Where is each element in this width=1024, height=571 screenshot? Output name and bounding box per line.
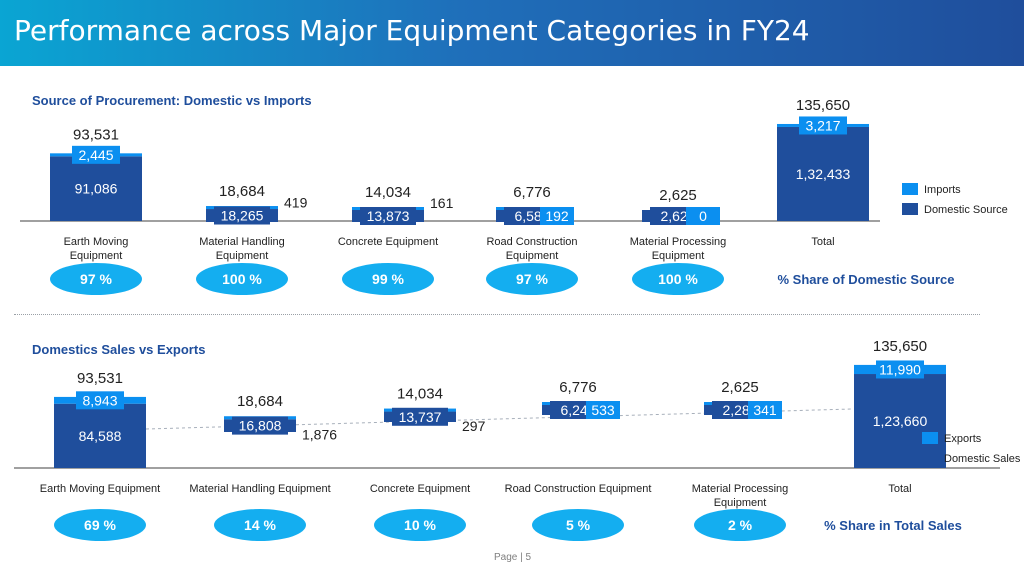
label-total-0: 93,531 — [73, 126, 119, 143]
page-title: Performance across Major Equipment Categ… — [14, 14, 810, 47]
label-secondary-5: 3,217 — [805, 117, 840, 133]
label-domestic-5: 1,23,660 — [873, 413, 928, 429]
chart1-svg: 91,086 2,445 93,531 Earth Moving Equipment 97… — [20, 97, 1008, 295]
legend-label-secondary: Exports — [944, 433, 982, 445]
legend-label-domestic: Domestic Sales — [944, 453, 1021, 465]
share-label-4: 100 % — [658, 271, 698, 287]
share-ellipse-0 — [50, 263, 142, 295]
label-box-secondary-3 — [540, 207, 574, 225]
label-box-secondary-5 — [876, 360, 924, 379]
share-label-1: 14 % — [244, 517, 276, 533]
label-domestic-5: 1,32,433 — [796, 166, 851, 182]
category-label-3: Road Construction Equipment — [486, 236, 577, 262]
label-box-domestic-2 — [392, 407, 448, 426]
share-ellipse-4 — [632, 263, 724, 295]
label-secondary-3: 192 — [545, 208, 569, 224]
share-title: % Share of Domestic Source — [778, 272, 955, 287]
category-label-1: Material Handling Equipment — [189, 483, 330, 495]
label-secondary-0: 8,943 — [82, 392, 117, 408]
share-title: % Share in Total Sales — [824, 518, 962, 533]
label-domestic-0: 91,086 — [75, 181, 118, 197]
share-ellipse-3 — [532, 509, 624, 541]
bar-domestic-5 — [777, 126, 869, 221]
label-box-secondary-4 — [686, 207, 720, 225]
share-label-3: 97 % — [516, 271, 548, 287]
category-label-4: Material Processing Equipment — [630, 236, 727, 262]
category-label-5: Total — [888, 483, 911, 495]
label-box-secondary-5 — [799, 116, 847, 135]
category-label-1: Material Handling Equipment — [199, 236, 285, 262]
share-ellipse-4 — [694, 509, 786, 541]
label-total-0: 93,531 — [77, 370, 123, 387]
label-secondary-1: 1,876 — [302, 427, 337, 443]
label-box-domestic-1 — [232, 416, 288, 435]
category-label-0: Earth Moving Equipment — [64, 236, 129, 262]
chart2-title: Domestics Sales vs Exports — [32, 342, 206, 357]
label-total-1: 18,684 — [219, 183, 265, 200]
label-box-secondary-0 — [76, 391, 124, 410]
label-secondary-4: 341 — [753, 402, 777, 418]
legend-swatch-secondary — [922, 432, 938, 444]
share-ellipse-1 — [214, 509, 306, 541]
share-ellipse-2 — [342, 263, 434, 295]
page-number: Page | 5 — [494, 552, 532, 563]
category-label-2: Concrete Equipment — [338, 236, 438, 248]
share-label-2: 10 % — [404, 517, 436, 533]
chart1-title: Source of Procurement: Domestic vs Impor… — [32, 93, 312, 108]
label-total-2: 14,034 — [365, 184, 411, 201]
chart2-svg: 84,588 8,943 93,531 Earth Moving Equipment 6… — [14, 338, 1021, 541]
label-total-2: 14,034 — [397, 386, 443, 403]
label-secondary-4: 0 — [699, 208, 707, 224]
label-domestic-2: 13,873 — [367, 208, 410, 224]
bar-domestic-0 — [50, 156, 142, 221]
share-label-4: 2 % — [728, 517, 753, 533]
share-ellipse-0 — [54, 509, 146, 541]
label-box-secondary-4 — [748, 401, 782, 419]
share-ellipse-2 — [374, 509, 466, 541]
label-box-secondary-0 — [72, 145, 120, 164]
header-banner: Performance across Major Equipment Categ… — [0, 0, 1024, 66]
label-total-5: 135,650 — [796, 97, 850, 114]
legend-label-domestic: Domestic Source — [924, 204, 1008, 216]
label-domestic-1: 18,265 — [221, 208, 264, 224]
share-label-0: 97 % — [80, 271, 112, 287]
share-ellipse-3 — [486, 263, 578, 295]
legend-swatch-domestic — [922, 452, 938, 464]
label-total-4: 2,625 — [659, 187, 697, 204]
legend-label-secondary: Imports — [924, 184, 961, 196]
label-total-3: 6,776 — [559, 379, 597, 396]
label-domestic-1: 16,808 — [239, 418, 282, 434]
label-total-5: 135,650 — [873, 338, 927, 355]
label-total-4: 2,625 — [721, 379, 759, 396]
label-total-3: 6,776 — [513, 184, 551, 201]
category-label-4: Material Processing Equipment — [692, 483, 789, 509]
label-secondary-2: 297 — [462, 418, 486, 434]
label-box-secondary-3 — [586, 401, 620, 419]
share-label-1: 100 % — [222, 271, 262, 287]
section-divider — [14, 314, 980, 315]
label-secondary-3: 533 — [591, 402, 615, 418]
label-secondary-5: 11,990 — [879, 361, 921, 377]
category-label-2: Concrete Equipment — [370, 483, 470, 495]
label-total-1: 18,684 — [237, 393, 283, 410]
category-label-3: Road Construction Equipment — [505, 483, 652, 495]
label-secondary-1: 419 — [284, 195, 308, 211]
share-label-0: 69 % — [84, 517, 116, 533]
label-secondary-2: 161 — [430, 195, 454, 211]
category-label-0: Earth Moving Equipment — [40, 483, 160, 495]
bar-domestic-0 — [54, 403, 146, 468]
label-box-domestic-1 — [214, 206, 270, 225]
legend-swatch-domestic — [902, 203, 918, 215]
share-ellipse-1 — [196, 263, 288, 295]
category-label-5: Total — [811, 236, 834, 248]
label-secondary-0: 2,445 — [78, 147, 113, 163]
share-label-2: 99 % — [372, 271, 404, 287]
label-domestic-0: 84,588 — [79, 428, 122, 444]
share-label-3: 5 % — [566, 517, 591, 533]
label-domestic-2: 13,737 — [399, 409, 442, 425]
legend-swatch-secondary — [902, 183, 918, 195]
label-box-domestic-2 — [360, 207, 416, 225]
